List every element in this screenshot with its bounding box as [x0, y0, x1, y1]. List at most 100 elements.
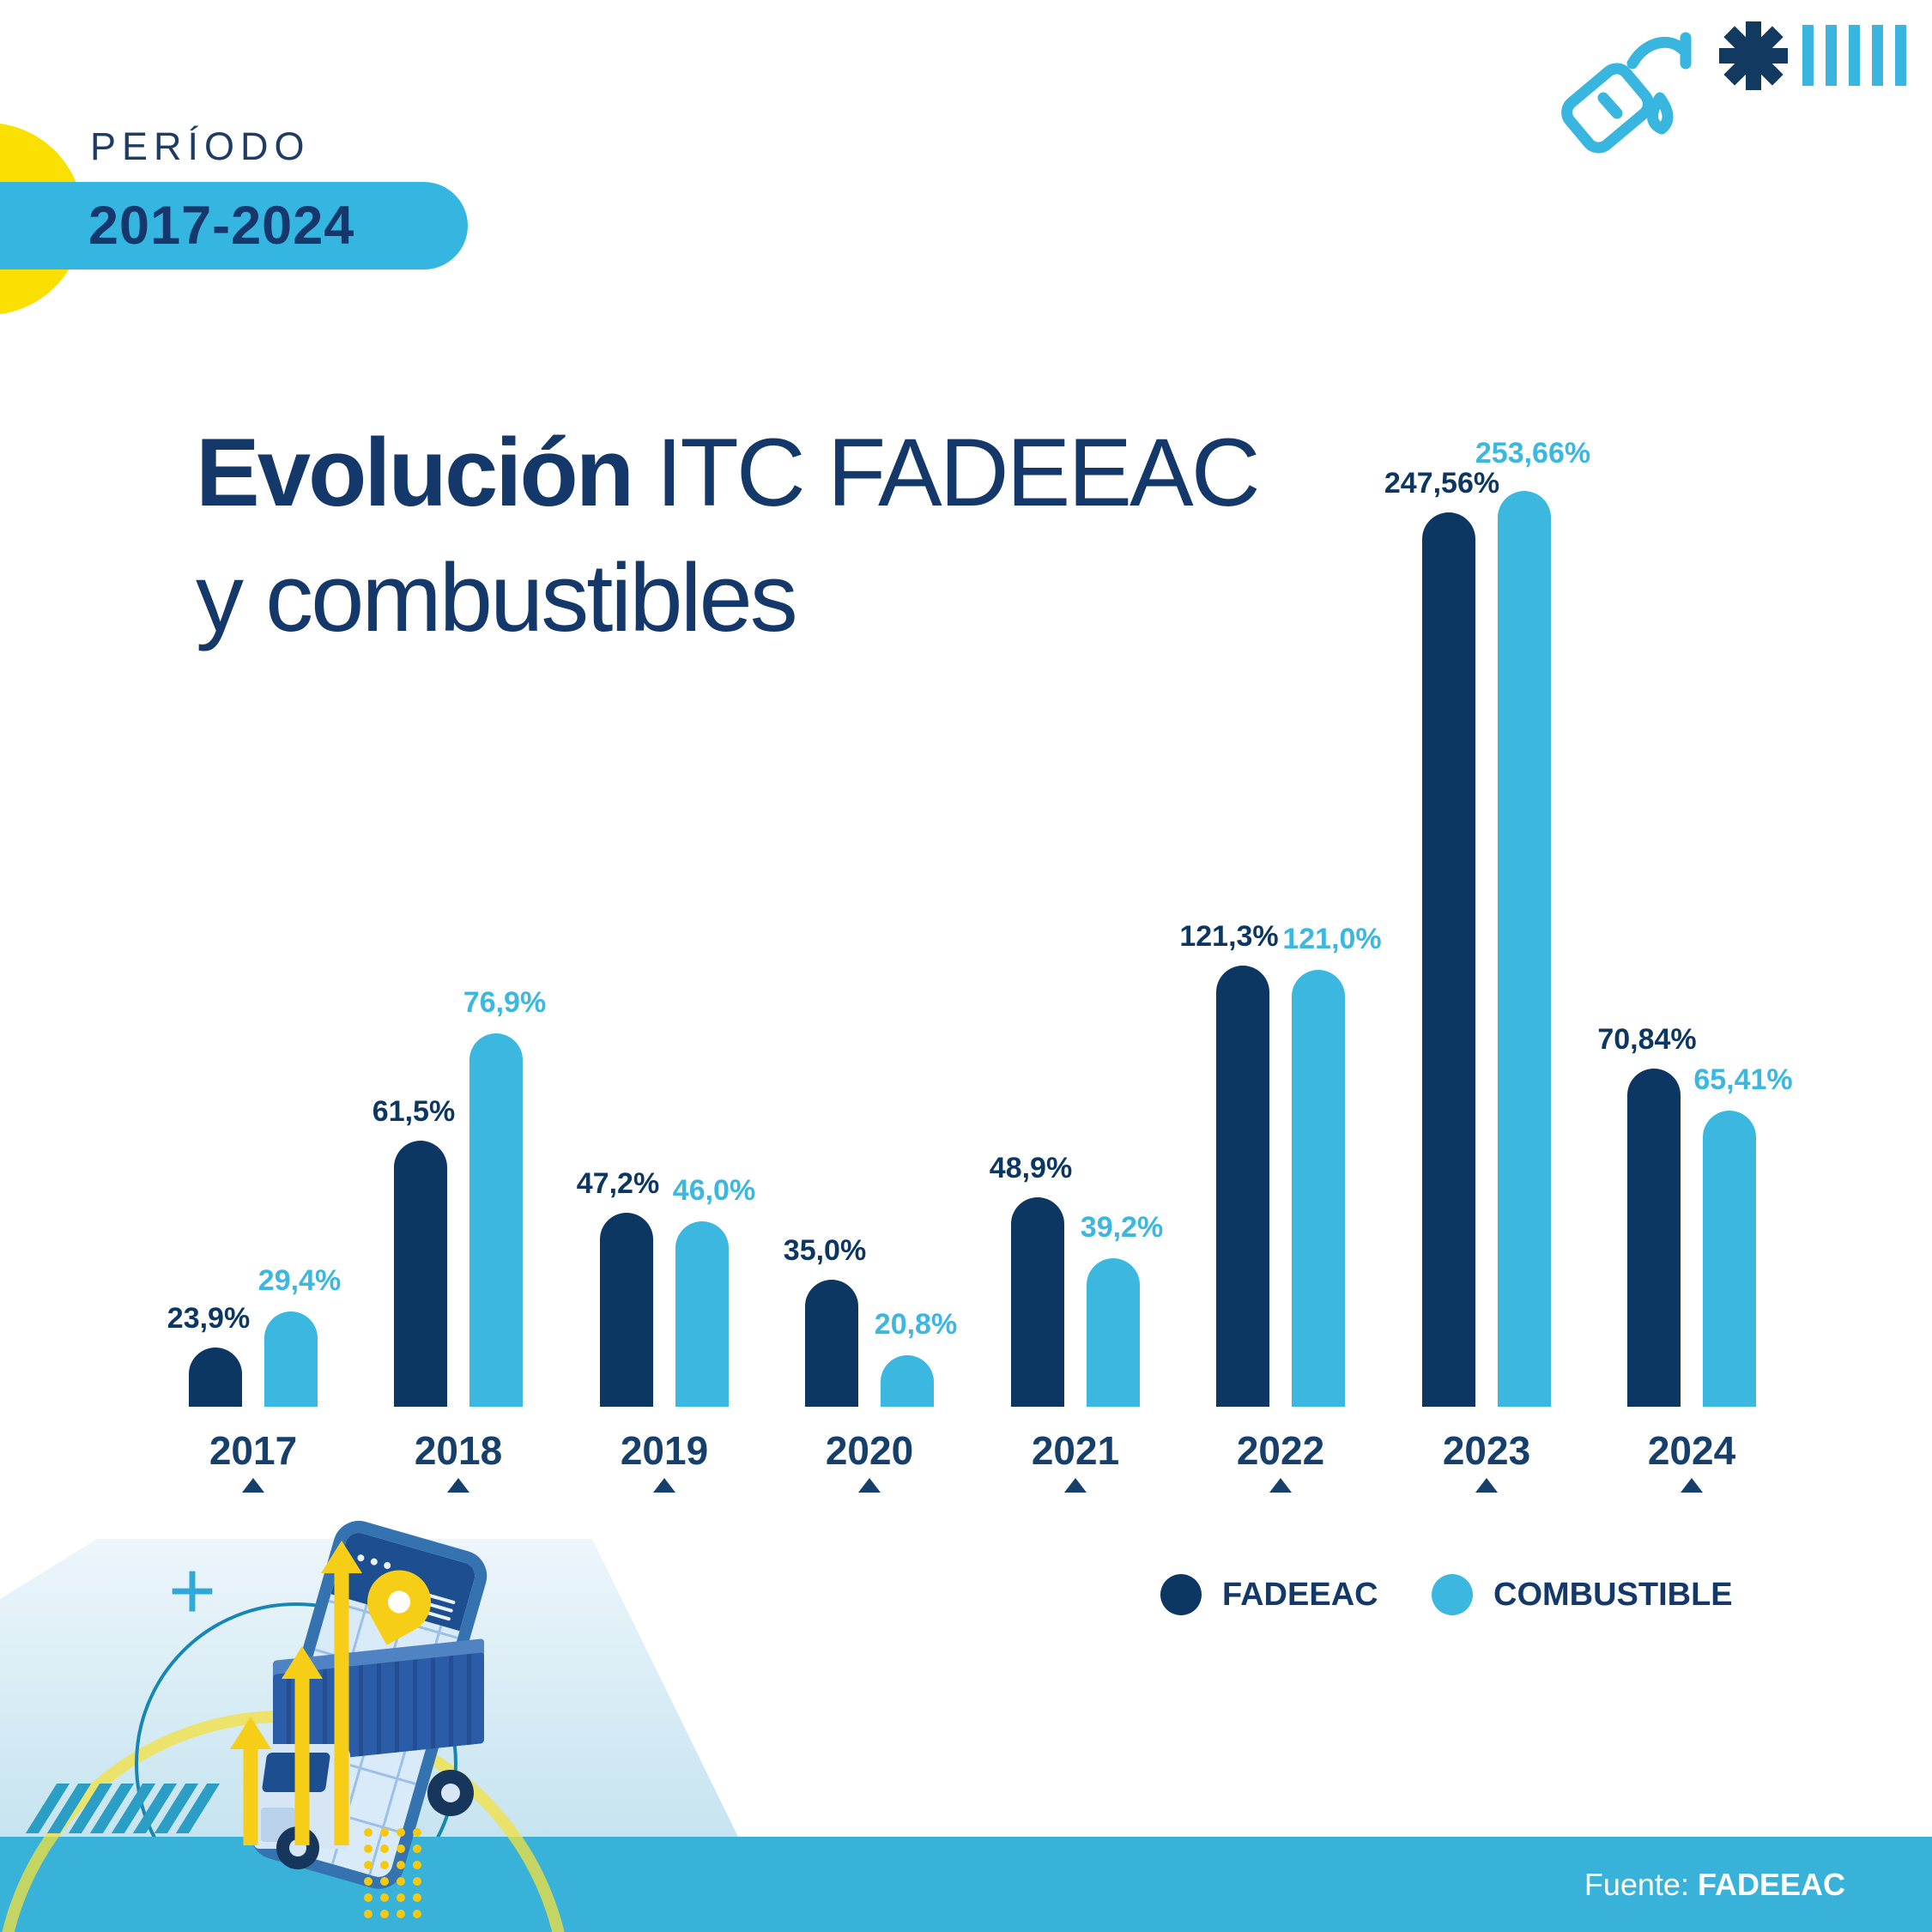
year-label-2019: 2019: [620, 1428, 709, 1473]
bar-combustible-2017: [264, 1311, 318, 1407]
source-note: Fuente: FADEEAC: [1584, 1837, 1845, 1932]
year-label-2017: 2017: [209, 1428, 298, 1473]
period-label: PERÍODO: [90, 124, 311, 168]
title-line2: y combustibles: [196, 544, 798, 651]
yellow-dot: [364, 1893, 372, 1902]
bar-combustible-2018: [469, 1033, 523, 1407]
year-label-2018: 2018: [414, 1428, 503, 1473]
yellow-dot: [397, 1910, 405, 1918]
year-label-2020: 2020: [825, 1428, 914, 1473]
bar-combustible-2019: [675, 1221, 729, 1407]
yellow-dot: [397, 1861, 405, 1869]
value-label-combustible-2023: 253,66%: [1475, 437, 1591, 469]
year-marker-triangle-2019: [653, 1478, 675, 1493]
title-line1-bold: Evolución: [196, 419, 634, 526]
asterisk-icon: [1719, 21, 1788, 90]
title-line1-regular: ITC FADEEAC: [632, 419, 1260, 526]
bar-fadeeac-2021: [1011, 1197, 1064, 1407]
yellow-dot: [397, 1844, 405, 1853]
legend-label-fadeeac: FADEEAC: [1222, 1577, 1378, 1613]
yellow-dot: [380, 1910, 389, 1918]
source-value: FADEEAC: [1697, 1867, 1845, 1902]
page-title: Evolución ITC FADEEAC y combustibles: [196, 410, 1261, 661]
yellow-dot: [364, 1877, 372, 1886]
bar-fadeeac-2017: [189, 1348, 242, 1407]
period-value: 2017-2024: [88, 196, 355, 256]
value-label-combustible-2020: 20,8%: [874, 1308, 958, 1341]
yellow-dot: [397, 1893, 405, 1902]
value-label-fadeeac-2021: 48,9%: [989, 1152, 1073, 1184]
value-label-combustible-2018: 76,9%: [463, 986, 547, 1019]
value-label-combustible-2019: 46,0%: [672, 1174, 756, 1207]
year-label-2024: 2024: [1647, 1428, 1736, 1473]
yellow-dot: [380, 1861, 389, 1869]
up-arrow: [281, 1646, 324, 1845]
location-pin-hole: [384, 1586, 415, 1618]
tally-bars-icon: [1802, 25, 1906, 86]
yellow-dot: [364, 1828, 372, 1837]
value-label-fadeeac-2019: 47,2%: [576, 1167, 660, 1200]
yellow-dot: [413, 1844, 421, 1853]
year-label-2022: 2022: [1236, 1428, 1325, 1473]
yellow-dot: [413, 1861, 421, 1869]
arrow-head: [230, 1717, 271, 1749]
arrow-shaft: [334, 1570, 349, 1845]
title-line1: Evolución ITC FADEEAC: [196, 410, 1261, 536]
value-label-fadeeac-2020: 35,0%: [783, 1234, 867, 1267]
yellow-dot: [413, 1893, 421, 1902]
yellow-dot: [380, 1893, 389, 1902]
year-marker-triangle-2024: [1681, 1478, 1703, 1493]
bar-fadeeac-2020: [805, 1280, 858, 1407]
yellow-dot: [413, 1910, 421, 1918]
bar-combustible-2020: [881, 1355, 934, 1407]
arrow-head: [321, 1541, 362, 1573]
up-arrow: [320, 1541, 363, 1845]
fuel-pump-icon: [1561, 32, 1692, 154]
arrow-head: [282, 1646, 323, 1679]
yellow-dot: [413, 1828, 421, 1837]
bar-combustible-2022: [1292, 970, 1345, 1407]
year-label-2023: 2023: [1442, 1428, 1531, 1473]
bar-combustible-2023: [1498, 491, 1551, 1407]
yellow-dot: [380, 1828, 389, 1837]
legend-dot-fadeeac: [1160, 1574, 1202, 1615]
up-arrow: [229, 1717, 272, 1845]
year-marker-triangle-2020: [858, 1478, 881, 1493]
yellow-dot: [397, 1828, 405, 1837]
bar-fadeeac-2024: [1627, 1069, 1681, 1407]
source-label: Fuente:: [1584, 1867, 1689, 1902]
value-label-fadeeac-2023: 247,56%: [1384, 467, 1500, 500]
yellow-dot: [380, 1844, 389, 1853]
value-label-fadeeac-2024: 70,84%: [1597, 1023, 1697, 1056]
circle-outline: [135, 1602, 457, 1837]
yellow-dot: [364, 1844, 372, 1853]
year-label-2021: 2021: [1031, 1428, 1120, 1473]
bar-fadeeac-2018: [394, 1141, 447, 1407]
value-label-combustible-2017: 29,4%: [257, 1264, 342, 1297]
value-label-combustible-2021: 39,2%: [1080, 1211, 1164, 1244]
value-label-combustible-2024: 65,41%: [1693, 1063, 1793, 1096]
bar-fadeeac-2019: [600, 1213, 653, 1407]
arrow-shaft: [243, 1746, 258, 1845]
plus-icon: +: [168, 1545, 217, 1637]
period-pill: [0, 182, 468, 270]
bar-combustible-2024: [1703, 1111, 1756, 1407]
year-marker-triangle-2023: [1475, 1478, 1498, 1493]
bar-combustible-2021: [1087, 1258, 1140, 1407]
yellow-dot: [397, 1877, 405, 1886]
camera-dot: [369, 1557, 379, 1566]
yellow-dot: [364, 1910, 372, 1918]
year-marker-triangle-2018: [447, 1478, 469, 1493]
year-marker-triangle-2022: [1269, 1478, 1292, 1493]
value-label-fadeeac-2018: 61,5%: [372, 1095, 456, 1128]
legend-dot-combustible: [1432, 1574, 1473, 1615]
legend-label-combustible: COMBUSTIBLE: [1493, 1577, 1733, 1613]
year-marker-triangle-2021: [1064, 1478, 1087, 1493]
value-label-combustible-2022: 121,0%: [1282, 923, 1382, 955]
yellow-dot: [413, 1877, 421, 1886]
yellow-dot: [364, 1861, 372, 1869]
bar-fadeeac-2023: [1422, 512, 1475, 1407]
camera-dot: [383, 1561, 392, 1570]
truck-wheel-hub: [441, 1784, 460, 1802]
